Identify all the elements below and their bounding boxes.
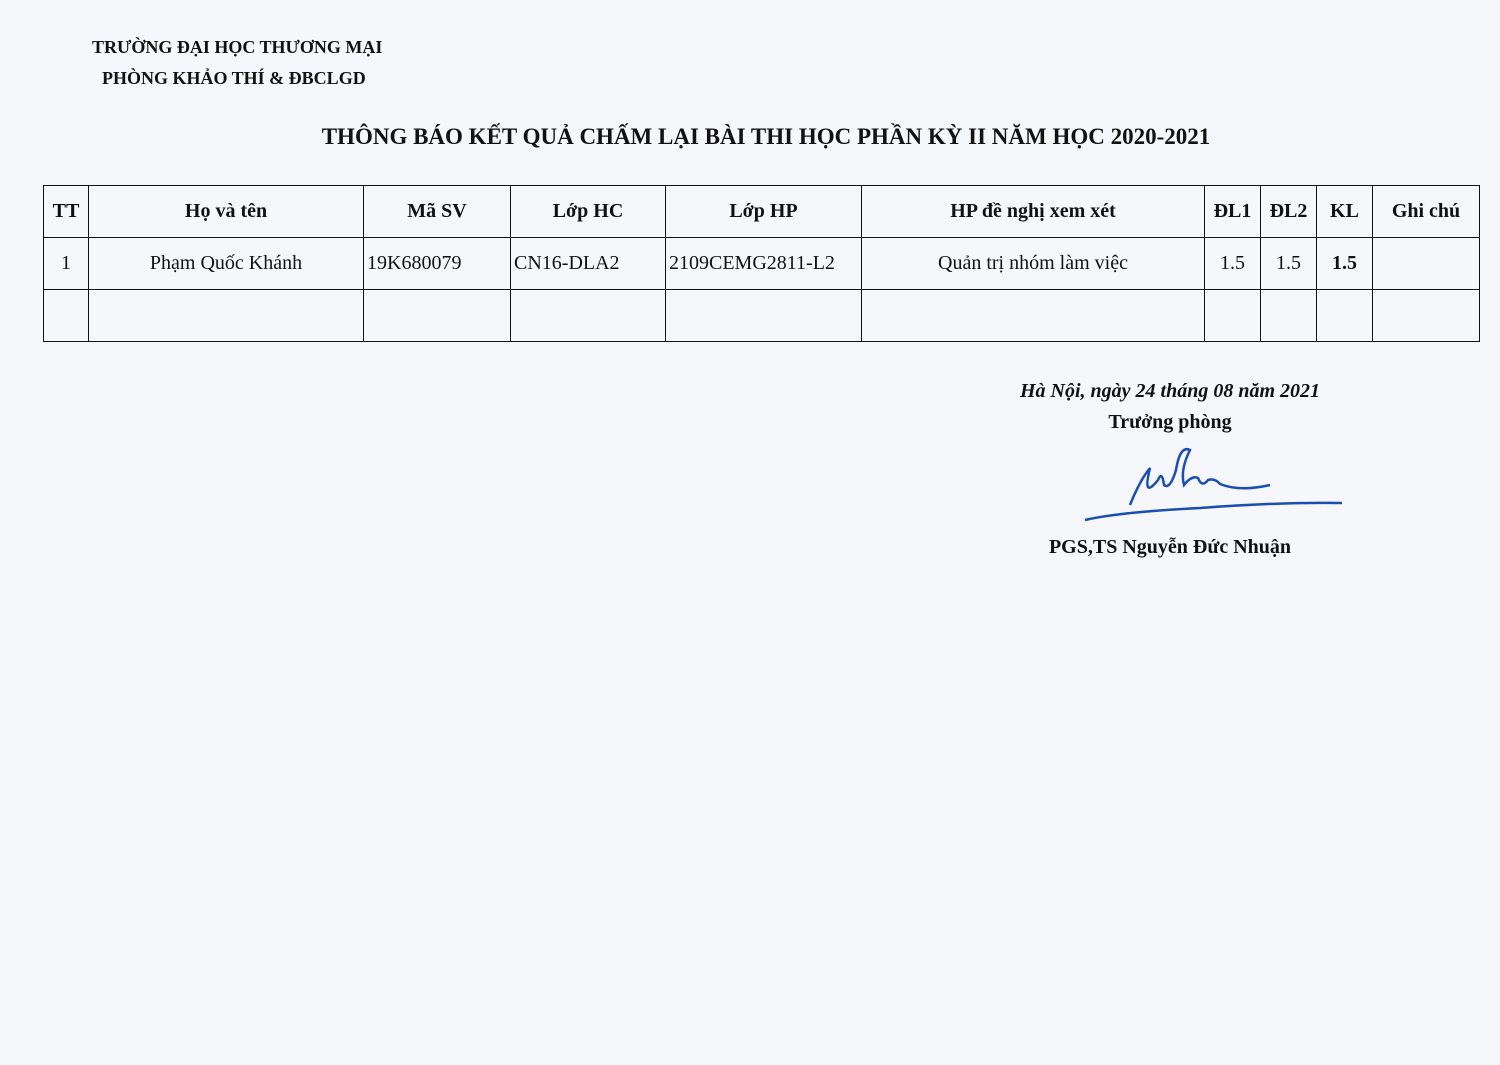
col-tt: TT [43,185,89,238]
table-row: 1 Phạm Quốc Khánh 19K680079 CN16-DLA2 21… [43,237,1480,290]
cell-name: Phạm Quốc Khánh [88,237,364,290]
table-header-row: TT Họ và tên Mã SV Lớp HC Lớp HP HP đề n… [43,185,1480,238]
col-admin-class: Lớp HC [510,185,666,238]
table-row-empty [43,289,1480,342]
cell-dl1: 1.5 [1204,237,1261,290]
cell-empty [88,289,364,342]
cell-admin-class: CN16-DLA2 [510,237,666,290]
signing-date: Hà Nội, ngày 24 tháng 08 năm 2021 [1019,380,1321,402]
col-course: HP đề nghị xem xét [861,185,1205,238]
document-title: THÔNG BÁO KẾT QUẢ CHẤM LẠI BÀI THI HỌC P… [321,124,1211,149]
cell-empty [1372,289,1480,342]
col-course-class: Lớp HP [665,185,862,238]
signer-role: Trưởng phòng [1108,411,1232,433]
cell-empty [861,289,1205,342]
col-kl: KL [1316,185,1373,238]
cell-course: Quản trị nhóm làm việc [861,237,1205,290]
cell-empty [1260,289,1317,342]
col-dl1: ĐL1 [1204,185,1261,238]
signature [1084,447,1343,522]
cell-dl2: 1.5 [1260,237,1317,290]
col-name: Họ và tên [88,185,364,238]
cell-empty [665,289,862,342]
results-table: TT Họ và tên Mã SV Lớp HC Lớp HP HP đề n… [43,185,1480,342]
cell-empty [1204,289,1261,342]
cell-empty [510,289,666,342]
cell-empty [363,289,511,342]
cell-student-id: 19K680079 [363,237,511,290]
cell-course-class: 2109CEMG2811-L2 [665,237,862,290]
cell-empty [1316,289,1373,342]
cell-empty [43,289,89,342]
signer-name: PGS,TS Nguyễn Đức Nhuận [1048,536,1292,558]
col-student-id: Mã SV [363,185,511,238]
cell-note [1372,237,1480,290]
university-name: TRƯỜNG ĐẠI HỌC THƯƠNG MẠI [92,37,383,57]
col-dl2: ĐL2 [1260,185,1317,238]
cell-kl: 1.5 [1316,237,1373,290]
col-note: Ghi chú [1372,185,1480,238]
department-name: PHÒNG KHẢO THÍ & ĐBCLGD [102,68,366,88]
cell-tt: 1 [43,237,89,290]
